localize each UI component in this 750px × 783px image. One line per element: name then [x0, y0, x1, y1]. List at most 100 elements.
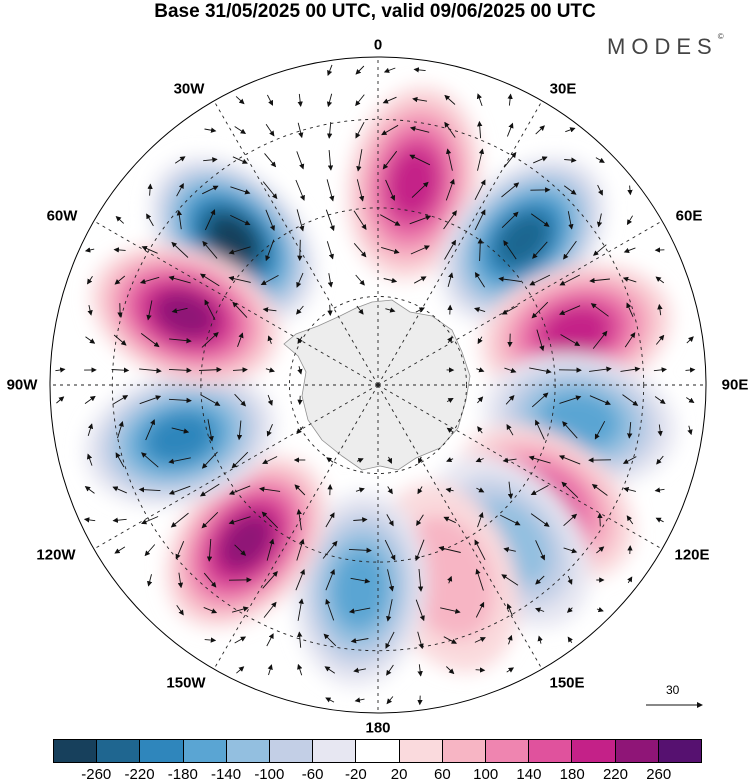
wind-arrow: [474, 271, 485, 288]
wind-arrow: [686, 336, 694, 344]
lon-label-180: 180: [365, 719, 391, 737]
wind-arrow: [443, 210, 457, 230]
wind-arrow: [445, 666, 455, 675]
wind-arrow: [417, 456, 423, 464]
wind-arrow: [325, 598, 335, 621]
wind-arrow: [412, 96, 428, 103]
wind-arrow: [476, 367, 485, 373]
lon-label-150w: 150W: [166, 674, 206, 692]
wind-arrow: [84, 395, 96, 404]
wind-arrow: [327, 64, 333, 76]
wind-arrow: [501, 211, 519, 229]
wind-arrow: [386, 599, 393, 622]
wind-arrow: [381, 124, 399, 136]
wind-arrow: [504, 367, 517, 374]
wind-arrow: [589, 395, 611, 406]
wind-arrow: [409, 215, 432, 225]
wind-arrow: [234, 126, 247, 134]
wind-arrow: [535, 607, 545, 613]
wind-arrow: [204, 637, 217, 643]
negative-anomaly-contour: [208, 215, 258, 265]
wind-arrow: [445, 148, 453, 171]
wind-arrow: [532, 241, 548, 259]
wind-arrow: [386, 696, 394, 705]
lon-label-30w: 30W: [173, 80, 205, 98]
wind-arrow: [141, 452, 159, 468]
wind-arrow: [204, 299, 216, 321]
reference-vector: 30: [640, 683, 710, 713]
wind-arrow: [655, 334, 665, 345]
wind-arrow: [409, 126, 430, 133]
wind-arrow: [597, 184, 603, 196]
wind-arrow: [475, 568, 484, 591]
wind-arrow: [266, 424, 273, 437]
wind-arrow: [535, 419, 545, 440]
wind-arrow: [384, 539, 396, 561]
wind-arrow: [535, 540, 545, 561]
wind-arrow: [297, 336, 303, 344]
wind-arrow: [113, 247, 126, 253]
wind-arrow: [417, 486, 423, 495]
wind-arrow: [296, 305, 304, 315]
wind-arrow: [410, 245, 430, 255]
anomaly-field: [83, 85, 678, 688]
wind-arrow: [564, 157, 577, 163]
wind-arrow: [85, 336, 96, 344]
wind-arrow: [326, 121, 333, 139]
wind-arrow: [139, 367, 162, 374]
wind-arrow: [115, 452, 125, 468]
wind-arrow: [415, 599, 425, 622]
wind-arrow: [355, 274, 365, 286]
wind-arrow: [295, 568, 305, 591]
wind-arrow: [387, 569, 395, 592]
wind-arrow: [567, 211, 574, 230]
wind-arrow: [563, 547, 578, 554]
colorbar-swatch: [658, 740, 702, 762]
wind-arrow: [228, 275, 251, 283]
wind-arrow: [529, 367, 552, 374]
wind-arrow: [528, 455, 551, 464]
wind-arrow: [267, 335, 273, 344]
wind-arrow: [84, 486, 95, 494]
wind-arrow: [566, 607, 573, 613]
wind-arrow: [353, 517, 368, 523]
colorbar-ticks: -260 -220 -180 -140 -100 -60 -20 20 60 100 140 180 2…: [53, 766, 702, 783]
wind-arrow: [595, 157, 605, 163]
colorbar-swatch: [313, 740, 357, 762]
lon-label-30e: 30E: [549, 80, 577, 98]
wind-arrow: [593, 244, 607, 256]
wind-arrow: [417, 631, 424, 650]
negative-anomaly-contour: [331, 548, 389, 630]
wind-arrow: [141, 246, 158, 254]
wind-arrow: [325, 512, 335, 528]
wind-arrow: [327, 273, 334, 288]
wind-arrow: [560, 334, 581, 346]
wind-arrow: [202, 185, 219, 195]
wind-arrow: [231, 451, 249, 469]
wind-arrow: [324, 666, 336, 674]
wind-arrow: [592, 330, 608, 349]
wind-arrow: [168, 275, 191, 284]
latitude-circle: [111, 118, 645, 652]
wind-arrow: [297, 631, 303, 648]
wind-arrow: [416, 514, 424, 527]
wind-arrow: [507, 481, 514, 500]
wind-arrow: [381, 246, 400, 254]
wind-arrow: [323, 633, 337, 647]
wind-arrow: [141, 516, 159, 525]
wind-arrow: [354, 697, 365, 703]
wind-arrow: [266, 94, 274, 106]
positive-anomaly-contour: [388, 148, 439, 218]
colorbar-tick-label: 260: [646, 766, 672, 783]
wind-arrow: [477, 336, 483, 345]
wind-arrow: [502, 457, 517, 463]
wind-arrow: [506, 603, 513, 616]
wind-arrow: [533, 156, 548, 164]
wind-arrow: [297, 239, 303, 262]
map-boundary: [49, 56, 707, 714]
wind-arrow: [563, 185, 577, 195]
wind-arrow: [687, 425, 693, 436]
wind-arrow: [228, 516, 251, 525]
wind-arrow: [531, 392, 549, 408]
wind-arrow: [86, 453, 93, 466]
